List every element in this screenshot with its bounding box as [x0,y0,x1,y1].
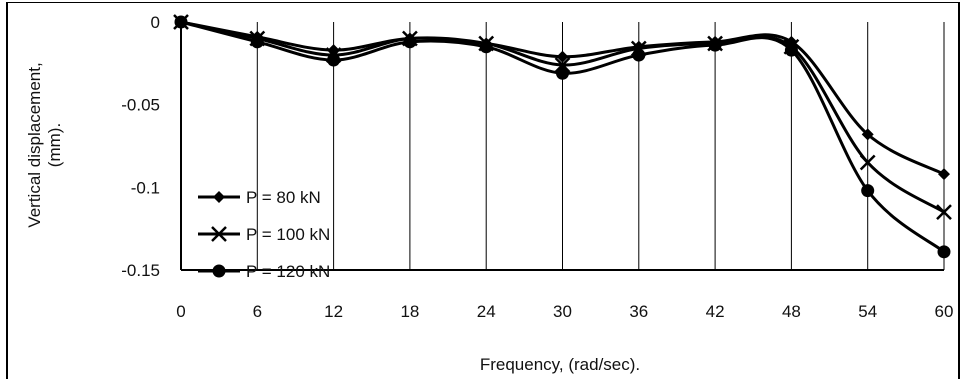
tick-labels: 0 6 12 18 24 30 36 42 48 54 60 0 -0.05 -0.1 -0.15 [121,13,953,321]
chart-frame [6,2,960,379]
series-lines [180,20,945,253]
data-point-series-3 [708,38,722,52]
x-tick-label: 60 [935,302,954,321]
legend-marker [213,191,225,203]
data-point-series-3 [250,35,264,49]
x-tick-label: 36 [629,302,648,321]
y-axis-label-line-1: Vertical displacement, [25,62,44,227]
data-point-series-3 [861,184,875,198]
legend-label: P = 100 kN [246,225,330,244]
data-point-series-2-stroke [936,204,952,221]
data-point-series-3 [632,48,646,62]
y-axis-label-line-2: (mm). [45,123,64,167]
x-tick-label: 18 [400,302,419,321]
x-tick-label: 6 [253,302,262,321]
data-point-series-1 [938,168,950,181]
x-tick-label: 42 [706,302,725,321]
x-tick-label: 24 [477,302,496,321]
data-point-series-3 [556,66,569,80]
x-tick-label: 12 [324,302,343,321]
y-tick-label: -0.05 [121,96,160,115]
data-point-series-2-stroke [859,154,876,171]
data-point-series-2 [859,154,876,171]
x-tick-label: 30 [553,302,572,321]
data-point-series-3 [327,53,341,67]
series-line-3 [180,20,945,253]
series-markers [173,14,952,259]
data-point-series-3 [174,15,188,29]
series-line-1 [180,20,945,176]
y-tick-label: -0.15 [121,261,160,280]
x-axis-label: Frequency, (rad/sec). [480,355,640,374]
data-point-series-3 [479,40,493,54]
legend-marker-stroke [211,226,227,242]
series-line-2 [180,20,945,214]
y-axis-label: Vertical displacement,(mm). [25,62,64,227]
x-tick-label: 48 [782,302,801,321]
legend-label: P = 80 kN [246,188,321,207]
data-point-series-1 [556,50,569,63]
y-tick-label: 0 [151,13,160,32]
legend-label: P = 120 kN [246,262,330,281]
y-tick-label: -0.1 [131,178,160,197]
legend: P = 80 kN P = 100 kN P = 120 kN [198,188,330,281]
data-point-series-3 [784,43,798,57]
x-tick-label: 0 [176,302,185,321]
legend-marker [212,264,226,278]
data-point-series-3 [403,35,417,49]
data-point-series-3 [937,245,951,259]
x-tick-label: 54 [858,302,877,321]
legend-marker [211,226,227,242]
data-point-series-2 [936,204,952,221]
axes [180,20,944,271]
data-point-series-1 [861,128,874,141]
